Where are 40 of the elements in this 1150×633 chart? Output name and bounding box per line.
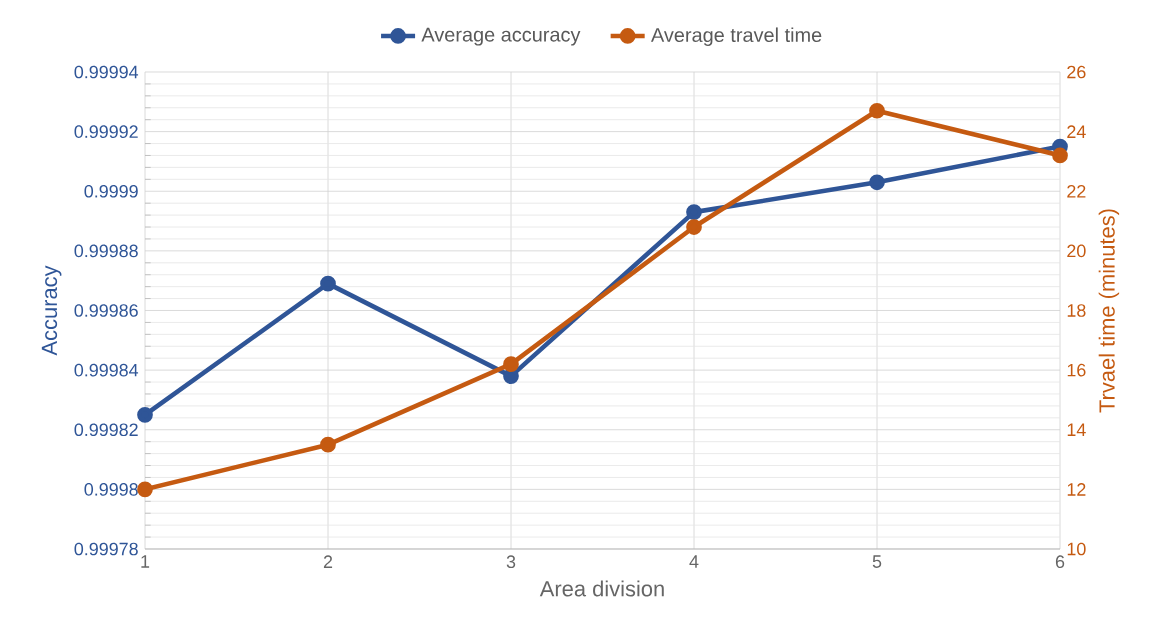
y2-tick-label: 16 xyxy=(1067,363,1086,377)
y-tick-label: 0.9998 xyxy=(84,483,138,496)
y2-tick-label: 24 xyxy=(1067,125,1086,138)
y2-axis-title: Trvael time (minutes) xyxy=(1098,209,1120,413)
point xyxy=(1052,147,1068,164)
y2-tick-label: 22 xyxy=(1067,184,1086,198)
point xyxy=(320,436,336,453)
point xyxy=(869,102,885,119)
legend-label: Average travel time xyxy=(650,27,822,46)
y2-tick-label: 10 xyxy=(1067,542,1086,556)
y2-tick-label: 20 xyxy=(1067,244,1086,258)
point xyxy=(503,368,519,384)
y-tick-label: 0.99978 xyxy=(74,542,138,556)
x-tick-label: 5 xyxy=(872,555,882,568)
y2-tick-label: 18 xyxy=(1067,304,1086,317)
y-tick-label: 0.99984 xyxy=(74,363,139,377)
y-tick-label: 0.99986 xyxy=(74,304,138,317)
x-axis-title: Area division xyxy=(539,580,664,597)
point xyxy=(686,219,702,235)
point xyxy=(137,481,153,498)
y2-tick-label: 14 xyxy=(1067,423,1086,436)
legend-label: Average accuracy xyxy=(421,27,581,46)
point xyxy=(320,275,336,292)
x-tick-label: 4 xyxy=(689,555,699,568)
y2-tick-label: 26 xyxy=(1067,65,1086,79)
x-tick-label: 3 xyxy=(506,555,516,569)
y-tick-label: 0.9999 xyxy=(84,184,138,198)
y2-tick-label: 12 xyxy=(1067,483,1086,496)
point xyxy=(869,174,885,191)
y-axis-title: Accuracy xyxy=(41,265,62,356)
point xyxy=(686,204,702,220)
y-tick-label: 0.99982 xyxy=(74,423,138,437)
point xyxy=(137,406,153,423)
x-tick-label: 1 xyxy=(141,555,150,568)
x-tick-label: 6 xyxy=(1055,555,1065,569)
y-tick-label: 0.99988 xyxy=(74,244,138,258)
y-tick-label: 0.99992 xyxy=(74,125,138,138)
point xyxy=(503,356,519,373)
x-tick-label: 2 xyxy=(323,555,333,568)
y-tick-label: 0.99994 xyxy=(74,65,139,79)
